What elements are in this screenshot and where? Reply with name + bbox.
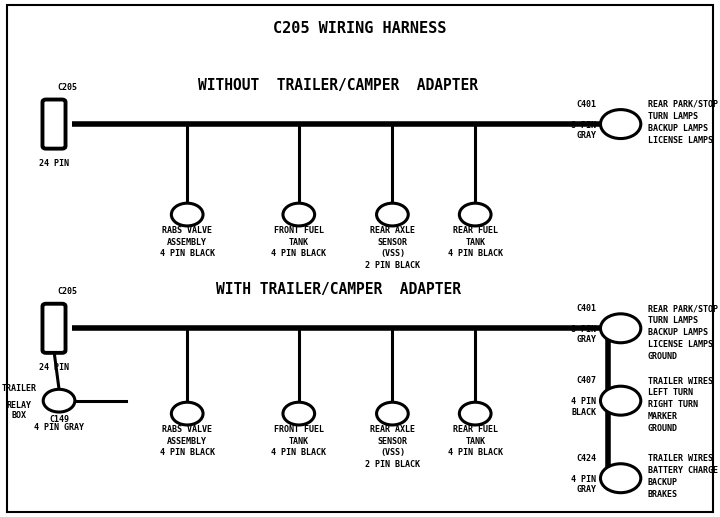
Text: TANK: TANK: [289, 437, 309, 446]
Text: 8 PIN: 8 PIN: [571, 325, 596, 334]
Circle shape: [283, 203, 315, 226]
Circle shape: [377, 203, 408, 226]
Text: LICENSE LAMPS: LICENSE LAMPS: [648, 340, 713, 349]
Text: 4 PIN: 4 PIN: [571, 475, 596, 484]
Text: 4 PIN BLACK: 4 PIN BLACK: [271, 448, 326, 457]
Text: C404: C404: [382, 414, 402, 423]
Circle shape: [600, 464, 641, 493]
Text: FRONT FUEL: FRONT FUEL: [274, 226, 324, 235]
Circle shape: [171, 203, 203, 226]
Text: GROUND: GROUND: [648, 424, 678, 433]
Text: MARKER: MARKER: [648, 412, 678, 421]
Text: RIGHT TURN: RIGHT TURN: [648, 400, 698, 409]
Text: 4 PIN BLACK: 4 PIN BLACK: [271, 249, 326, 258]
Text: BACKUP LAMPS: BACKUP LAMPS: [648, 124, 708, 133]
Text: C158: C158: [177, 414, 197, 423]
Text: WITH TRAILER/CAMPER  ADAPTER: WITH TRAILER/CAMPER ADAPTER: [216, 282, 461, 297]
Circle shape: [600, 110, 641, 139]
Text: RABS VALVE: RABS VALVE: [162, 226, 212, 235]
Text: TANK: TANK: [465, 437, 485, 446]
Text: TRAILER WIRES: TRAILER WIRES: [648, 454, 713, 463]
Text: WITHOUT  TRAILER/CAMPER  ADAPTER: WITHOUT TRAILER/CAMPER ADAPTER: [199, 78, 478, 93]
Text: TURN LAMPS: TURN LAMPS: [648, 112, 698, 121]
Text: BACKUP LAMPS: BACKUP LAMPS: [648, 328, 708, 337]
Text: 4 PIN: 4 PIN: [571, 397, 596, 406]
Text: C407: C407: [576, 376, 596, 385]
Text: GROUND: GROUND: [648, 352, 678, 361]
Text: TANK: TANK: [465, 238, 485, 247]
Text: LEFT TURN: LEFT TURN: [648, 388, 693, 398]
Text: LICENSE LAMPS: LICENSE LAMPS: [648, 135, 713, 145]
Text: C440: C440: [289, 215, 309, 224]
Circle shape: [377, 402, 408, 425]
Text: GRAY: GRAY: [576, 131, 596, 140]
Text: 2 PIN BLACK: 2 PIN BLACK: [365, 261, 420, 269]
Text: ASSEMBLY: ASSEMBLY: [167, 238, 207, 247]
Text: ASSEMBLY: ASSEMBLY: [167, 437, 207, 446]
Text: C440: C440: [289, 414, 309, 423]
FancyBboxPatch shape: [42, 99, 66, 149]
Text: REAR AXLE: REAR AXLE: [370, 425, 415, 434]
Text: TURN LAMPS: TURN LAMPS: [648, 316, 698, 325]
Text: C441: C441: [465, 215, 485, 224]
Text: TRAILER WIRES: TRAILER WIRES: [648, 376, 713, 386]
Text: GRAY: GRAY: [576, 485, 596, 494]
Text: C401: C401: [576, 100, 596, 109]
Circle shape: [459, 203, 491, 226]
Text: C441: C441: [465, 414, 485, 423]
Text: REAR FUEL: REAR FUEL: [453, 226, 498, 235]
Circle shape: [43, 389, 75, 412]
Text: RABS VALVE: RABS VALVE: [162, 425, 212, 434]
Text: FRONT FUEL: FRONT FUEL: [274, 425, 324, 434]
Circle shape: [171, 402, 203, 425]
Text: BLACK: BLACK: [571, 407, 596, 417]
Text: C424: C424: [576, 454, 596, 463]
Text: BATTERY CHARGE: BATTERY CHARGE: [648, 466, 718, 475]
Text: REAR PARK/STOP: REAR PARK/STOP: [648, 100, 718, 109]
Text: GRAY: GRAY: [576, 335, 596, 344]
Text: 4 PIN BLACK: 4 PIN BLACK: [448, 448, 503, 457]
Circle shape: [600, 314, 641, 343]
Text: 8 PIN: 8 PIN: [571, 120, 596, 130]
Text: C205 WIRING HARNESS: C205 WIRING HARNESS: [274, 21, 446, 36]
Text: 4 PIN BLACK: 4 PIN BLACK: [448, 249, 503, 258]
Circle shape: [459, 402, 491, 425]
Circle shape: [283, 402, 315, 425]
Text: TRAILER: TRAILER: [2, 384, 37, 393]
Text: (VSS): (VSS): [380, 249, 405, 258]
Text: SENSOR: SENSOR: [377, 238, 408, 247]
Text: (VSS): (VSS): [380, 448, 405, 457]
Text: C401: C401: [576, 304, 596, 313]
Text: C158: C158: [177, 215, 197, 224]
Text: REAR AXLE: REAR AXLE: [370, 226, 415, 235]
Text: C404: C404: [382, 215, 402, 224]
Text: RELAY: RELAY: [7, 401, 32, 410]
Text: 4 PIN GRAY: 4 PIN GRAY: [34, 423, 84, 432]
Text: BACKUP: BACKUP: [648, 478, 678, 487]
Text: BRAKES: BRAKES: [648, 490, 678, 499]
Text: C205: C205: [58, 287, 78, 296]
Text: 2 PIN BLACK: 2 PIN BLACK: [365, 460, 420, 468]
Text: C149: C149: [49, 415, 69, 424]
Text: 24 PIN: 24 PIN: [39, 363, 69, 372]
Text: SENSOR: SENSOR: [377, 437, 408, 446]
Text: 4 PIN BLACK: 4 PIN BLACK: [160, 249, 215, 258]
Circle shape: [600, 386, 641, 415]
Text: TANK: TANK: [289, 238, 309, 247]
FancyBboxPatch shape: [42, 304, 66, 353]
Text: 4 PIN BLACK: 4 PIN BLACK: [160, 448, 215, 457]
Text: REAR FUEL: REAR FUEL: [453, 425, 498, 434]
Text: BOX: BOX: [12, 411, 27, 420]
Text: REAR PARK/STOP: REAR PARK/STOP: [648, 304, 718, 313]
Text: C205: C205: [58, 83, 78, 92]
Text: 24 PIN: 24 PIN: [39, 159, 69, 168]
